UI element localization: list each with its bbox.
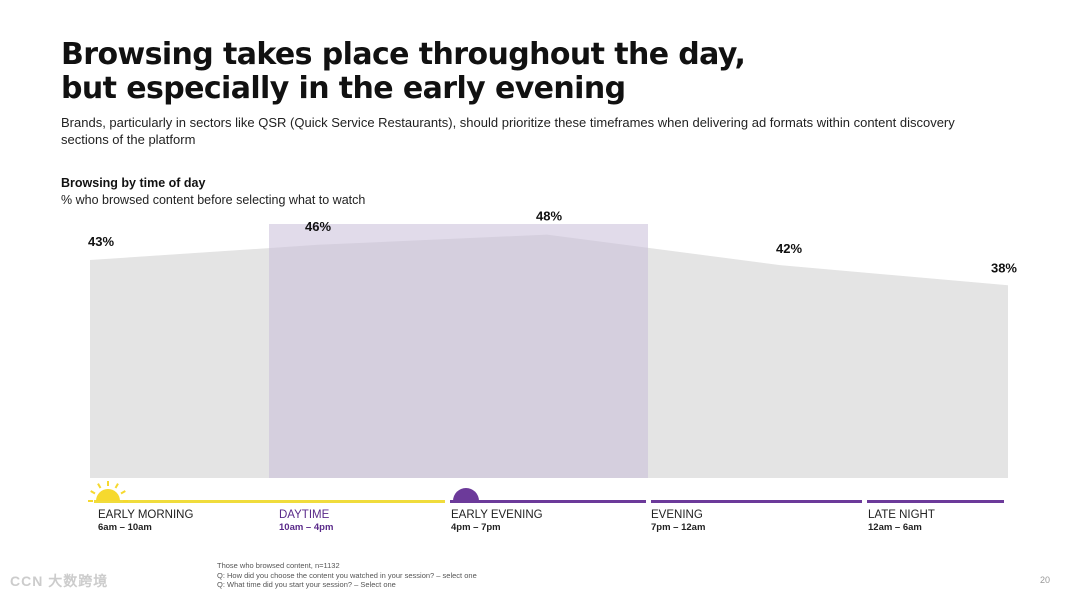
sun-ray-icon <box>97 483 102 489</box>
segment-label: LATE NIGHT <box>868 509 935 521</box>
sun-ray-icon <box>114 483 119 489</box>
highlight-band <box>269 224 648 478</box>
timeline-bar <box>651 500 862 503</box>
segment-label: DAYTIME <box>279 509 330 521</box>
watermark-logo: CCN 大数跨境 <box>10 573 109 589</box>
sun-ray-icon <box>90 490 96 495</box>
sun-icon <box>96 489 120 501</box>
data-label: 46% <box>305 219 331 234</box>
data-label: 48% <box>536 209 562 224</box>
page-number: 20 <box>1040 575 1051 585</box>
segment-time-range: 12am – 6am <box>868 522 922 533</box>
title-line-2: but especially in the early evening <box>61 71 626 106</box>
timeline-bar <box>867 500 1004 503</box>
chart-heading: Browsing by time of day <box>61 176 206 190</box>
page-title: Browsing takes place throughout the day,… <box>61 38 1041 106</box>
data-label: 43% <box>88 234 114 249</box>
segment-time-range: 10am – 4pm <box>279 522 334 533</box>
segment-label: EARLY MORNING <box>98 509 194 521</box>
chart-subheading: % who browsed content before selecting w… <box>61 193 366 207</box>
footnote-line: Those who browsed content, n=1132 <box>217 561 340 570</box>
footnote-line: Q: What time did you start your session?… <box>217 580 396 589</box>
data-label: 38% <box>991 260 1017 275</box>
segment-time-range: 6am – 10am <box>98 522 152 533</box>
sun-ray-icon <box>120 490 126 495</box>
page-subtitle: Brands, particularly in sectors like QSR… <box>61 115 955 147</box>
segment-label: EVENING <box>651 509 703 521</box>
segment-time-range: 4pm – 7pm <box>451 522 501 533</box>
timeline-bar <box>450 500 646 503</box>
data-label: 42% <box>776 241 802 256</box>
title-line-1: Browsing takes place throughout the day, <box>61 37 746 72</box>
footnote: Those who browsed content, n=1132 Q: How… <box>217 561 477 590</box>
footnote-line: Q: How did you choose the content you wa… <box>217 570 477 580</box>
timeline-bar <box>94 500 445 503</box>
sunset-icon <box>453 488 479 501</box>
segment-time-range: 7pm – 12am <box>651 522 706 533</box>
segment-label: EARLY EVENING <box>451 509 543 521</box>
